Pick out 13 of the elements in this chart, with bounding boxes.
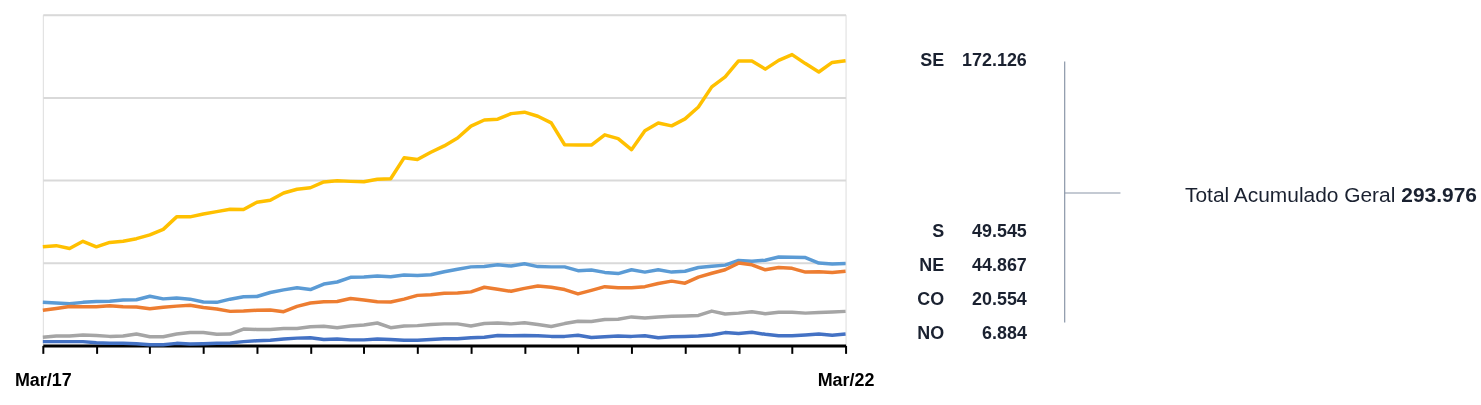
text: Total Acumulado Geral 293.976 xyxy=(1185,182,1477,206)
text: 44.867 xyxy=(972,255,1027,276)
text: NO xyxy=(917,323,945,344)
x-tick-label: Mar/17 xyxy=(14,369,72,390)
text: 49.545 xyxy=(972,221,1027,242)
text: SE xyxy=(920,49,945,70)
text: 172.126 xyxy=(962,49,1027,70)
x-tick-label: Mar/22 xyxy=(817,369,875,390)
text: 20.554 xyxy=(972,289,1027,310)
text: 6.884 xyxy=(982,323,1027,344)
text: NE xyxy=(919,255,945,276)
text: CO xyxy=(917,289,945,310)
text: S xyxy=(932,221,945,242)
